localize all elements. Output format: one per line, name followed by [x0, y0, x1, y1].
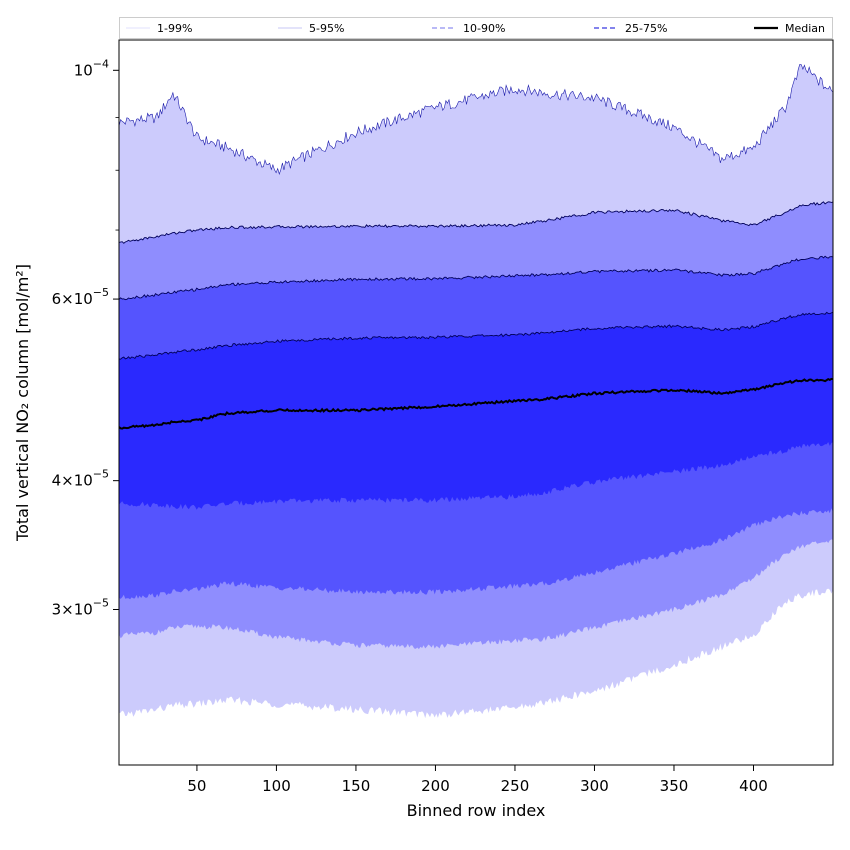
- y-tick-label: 10−4: [74, 57, 109, 79]
- x-tick-label: 300: [580, 777, 609, 795]
- x-tick-label: 350: [660, 777, 689, 795]
- band-edge-5-95%-upper: [119, 201, 833, 244]
- x-tick-label: 50: [187, 777, 206, 795]
- y-tick-label: 6×10−5: [52, 286, 109, 308]
- x-tick-label: 250: [501, 777, 530, 795]
- band-edge-10-90%-upper: [119, 255, 833, 301]
- x-tick-label: 200: [421, 777, 450, 795]
- y-tick-label: 4×10−5: [52, 468, 109, 490]
- x-tick-label: 400: [739, 777, 768, 795]
- median-line: [119, 377, 833, 430]
- band-edge-1-99-upper: [119, 64, 833, 175]
- y-axis: 3×10−5 4×10−5 6×10−5 10−4: [52, 57, 119, 619]
- band-25-75%: [119, 312, 833, 510]
- x-tick-label: 100: [262, 777, 291, 795]
- legend-label: 5-95%: [309, 22, 344, 35]
- plot-frame: [118, 39, 834, 766]
- x-axis-title: Binned row index: [407, 801, 546, 820]
- legend-label: 25-75%: [625, 22, 667, 35]
- band-edge-25-75%-upper: [119, 311, 833, 360]
- legend-label: 10-90%: [463, 22, 505, 35]
- y-axis-title: Total vertical NO₂ column [mol/m²]: [13, 264, 32, 542]
- legend-label: 1-99%: [157, 22, 192, 35]
- x-axis: 50 100 150 200 250 300 350 400: [187, 765, 768, 795]
- band-layer: [119, 64, 833, 719]
- y-tick-label: 3×10−5: [52, 597, 109, 619]
- x-tick-label: 150: [342, 777, 371, 795]
- legend-box: [119, 17, 833, 39]
- line-layer: [119, 64, 833, 430]
- legend-label: Median: [785, 22, 825, 35]
- legend: 1-99% 5-95% 10-90% 25-75% Median: [119, 17, 833, 39]
